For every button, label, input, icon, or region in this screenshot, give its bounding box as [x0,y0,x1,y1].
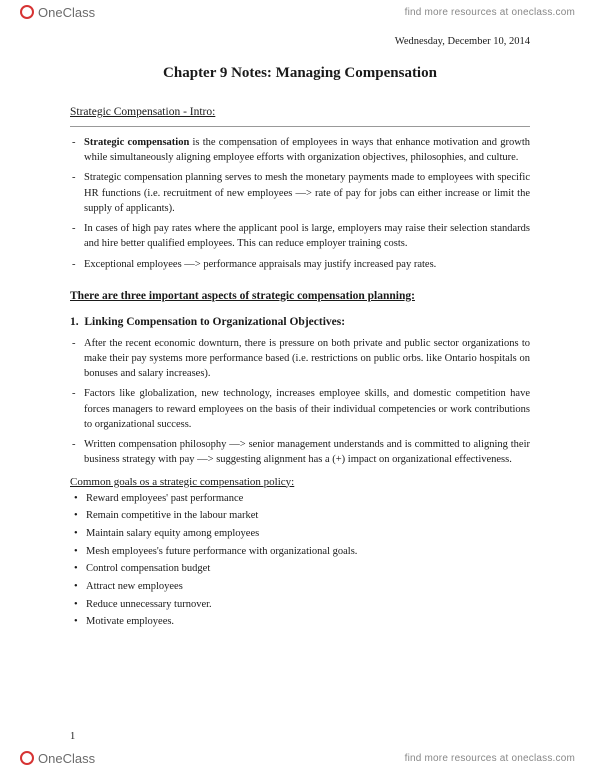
chapter-title: Chapter 9 Notes: Managing Compensation [70,65,530,82]
list-item: After the recent economic downturn, ther… [70,336,530,382]
list-item-text: Reward employees' past performance [86,493,243,504]
list-item: Strategic compensation planning serves t… [70,170,530,216]
logo-circle-icon [20,5,34,19]
logo-text: OneClass [38,5,95,20]
list-item-text: Reduce unnecessary turnover. [86,599,212,610]
section-title: Strategic Compensation - Intro: [70,106,530,118]
list-item-text: Remain competitive in the labour market [86,510,258,521]
bold-lead: Strategic compensation [84,137,189,148]
list-item-text: After the recent economic downturn, ther… [84,338,530,379]
logo-circle-icon [20,751,34,765]
common-goals-list: Reward employees' past performance Remai… [70,492,530,631]
list-item: Mesh employees's future performance with… [70,545,530,560]
list-item: Factors like globalization, new technolo… [70,386,530,432]
list-item-text: Motivate employees. [86,616,174,627]
logo-text: OneClass [38,751,95,766]
list-item: Reduce unnecessary turnover. [70,598,530,613]
list-item: Attract new employees [70,580,530,595]
list-item: Control compensation budget [70,562,530,577]
list-item: Exceptional employees —> performance app… [70,257,530,272]
aspects-title: There are three important aspects of str… [70,290,530,302]
list-item: Written compensation philosophy —> senio… [70,437,530,467]
list-item: Remain competitive in the labour market [70,509,530,524]
linking-title: Linking Compensation to Organizational O… [84,316,345,328]
document-date: Wednesday, December 10, 2014 [70,36,530,47]
section-rule [70,126,530,127]
common-goals-title: Common goals os a strategic compensation… [70,476,530,488]
logo: OneClass [20,751,95,766]
list-item: In cases of high pay rates where the app… [70,221,530,251]
tagline: find more resources at oneclass.com [405,753,575,764]
list-item-text: In cases of high pay rates where the app… [84,223,530,249]
linking-heading: 1. Linking Compensation to Organizationa… [70,316,530,328]
tagline: find more resources at oneclass.com [405,7,575,18]
list-item-text: Strategic compensation planning serves t… [84,172,530,213]
list-item: Reward employees' past performance [70,492,530,507]
list-item-text: Mesh employees's future performance with… [86,546,357,557]
intro-list: Strategic compensation is the compensati… [70,135,530,272]
linking-list: After the recent economic downturn, ther… [70,336,530,468]
list-item-text: Attract new employees [86,581,183,592]
list-item: Strategic compensation is the compensati… [70,135,530,165]
list-item-text: Control compensation budget [86,563,210,574]
list-item-text: Factors like globalization, new technolo… [84,388,530,429]
list-item-text: Written compensation philosophy —> senio… [84,439,530,465]
linking-number: 1. [70,316,79,328]
bottom-watermark-bar: OneClass find more resources at oneclass… [0,746,595,770]
list-item: Maintain salary equity among employees [70,527,530,542]
top-watermark-bar: OneClass find more resources at oneclass… [0,0,595,24]
list-item-text: Exceptional employees —> performance app… [84,259,436,270]
logo: OneClass [20,5,95,20]
list-item: Motivate employees. [70,615,530,630]
page-content: Wednesday, December 10, 2014 Chapter 9 N… [70,36,530,633]
list-item-text: Maintain salary equity among employees [86,528,259,539]
page-number: 1 [70,731,75,742]
